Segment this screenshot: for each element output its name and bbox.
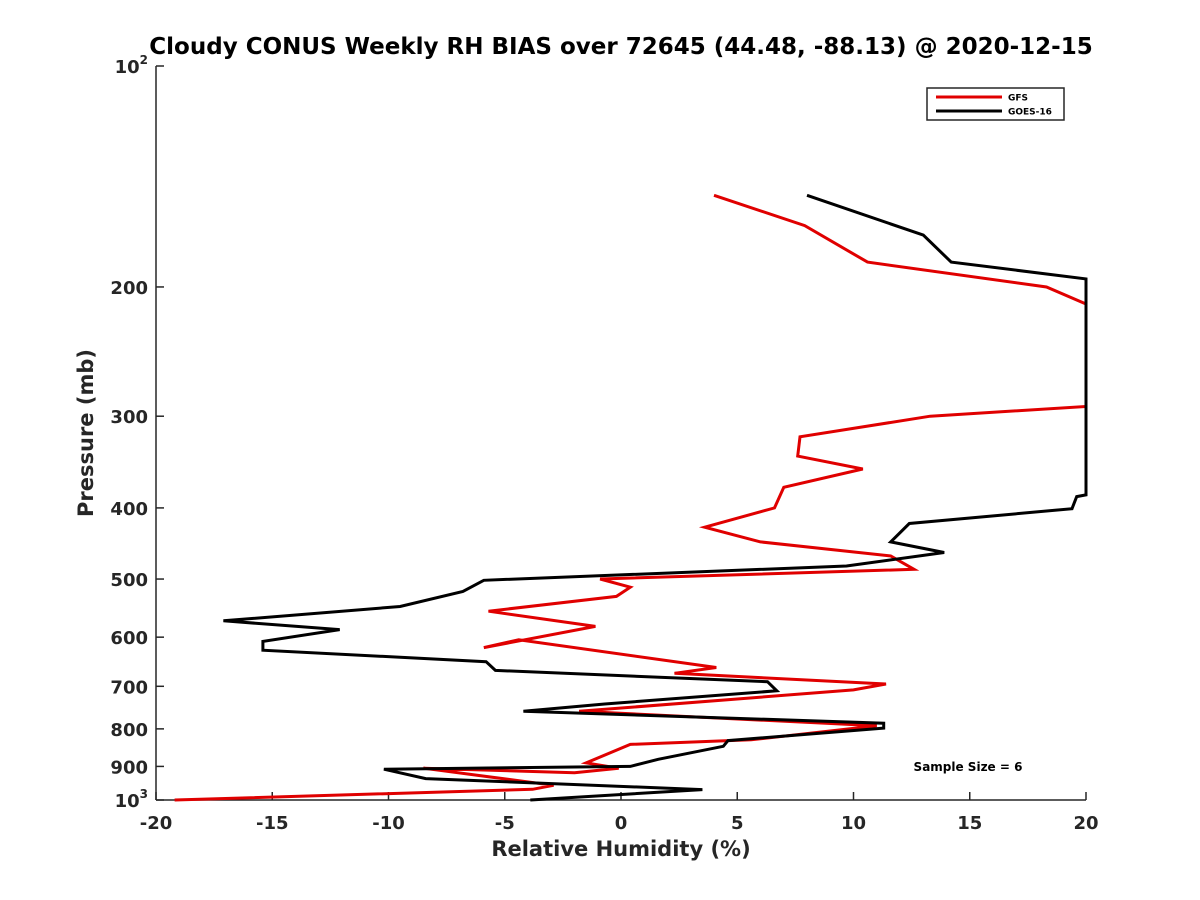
y-tick-base: 200 xyxy=(110,278,148,299)
y-tick-exponent: 3 xyxy=(140,787,148,801)
legend-label: GFS xyxy=(1008,94,1028,104)
chart-title: Cloudy CONUS Weekly RH BIAS over 72645 (… xyxy=(149,34,1092,60)
sample-size-annotation: Sample Size = 6 xyxy=(914,760,1023,774)
x-tick-label: -10 xyxy=(372,813,405,834)
series-line-goes-16 xyxy=(223,193,1088,802)
x-tick-label: 15 xyxy=(957,813,982,834)
y-tick-base: 300 xyxy=(110,407,148,428)
legend: GFS GOES-16 xyxy=(926,87,1065,121)
y-tick-label: 600 xyxy=(110,628,148,649)
y-tick-base: 500 xyxy=(110,570,148,591)
x-tick-label: 20 xyxy=(1073,813,1098,834)
series-line-gfs xyxy=(174,193,1088,802)
legend-label: GOES-16 xyxy=(1008,108,1052,118)
x-tick-label: -20 xyxy=(140,813,173,834)
y-tick-base: 10 xyxy=(115,791,140,812)
y-tick-base: 700 xyxy=(110,677,148,698)
axes: -20 -15 -10 -5 0 5 10 15 20102200300400500600700… xyxy=(110,53,1098,834)
y-tick-base: 400 xyxy=(110,499,148,520)
y-tick-label: 400 xyxy=(110,499,148,520)
y-tick-label: 102 xyxy=(115,53,148,78)
y-tick-base: 600 xyxy=(110,628,148,649)
y-tick-label: 200 xyxy=(110,278,148,299)
y-tick-label: 700 xyxy=(110,677,148,698)
y-tick-label: 300 xyxy=(110,407,148,428)
y-axis-label: Pressure (mb) xyxy=(74,349,98,517)
y-tick-label: 500 xyxy=(110,570,148,591)
y-tick-label: 800 xyxy=(110,720,148,741)
y-tick-base: 10 xyxy=(115,57,140,78)
series-lines xyxy=(174,193,1088,802)
y-tick-label: 103 xyxy=(115,787,148,812)
x-tick-label: -15 xyxy=(256,813,289,834)
x-axis-label: Relative Humidity (%) xyxy=(491,837,750,861)
y-tick-label: 900 xyxy=(110,757,148,778)
legend-box xyxy=(926,87,1065,121)
x-tick-label: 0 xyxy=(615,813,628,834)
y-tick-base: 900 xyxy=(110,757,148,778)
y-tick-base: 800 xyxy=(110,720,148,741)
y-tick-exponent: 2 xyxy=(140,53,148,67)
x-tick-label: 10 xyxy=(841,813,866,834)
x-tick-label: -5 xyxy=(495,813,515,834)
x-tick-label: 5 xyxy=(731,813,744,834)
